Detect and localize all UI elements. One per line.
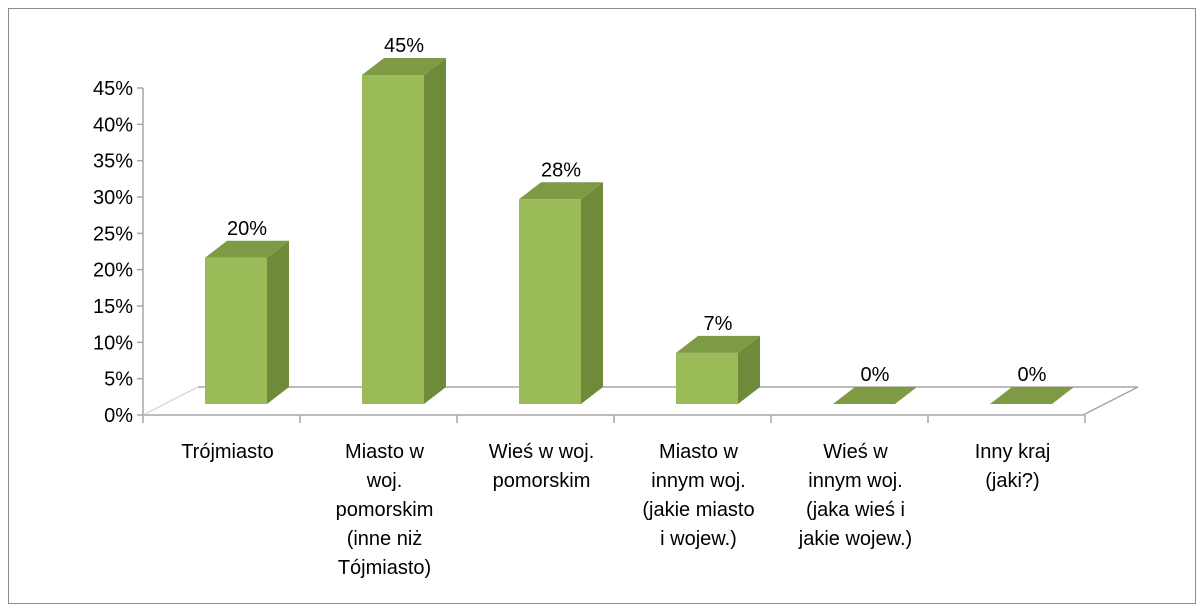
bar-front xyxy=(676,352,738,404)
chart-floor xyxy=(143,386,1139,416)
bar-side xyxy=(424,58,446,404)
bar-data-label: 0% xyxy=(1018,364,1047,386)
bar-front xyxy=(519,199,581,404)
bar-data-label: 45% xyxy=(384,35,424,57)
bar-top xyxy=(362,58,446,75)
x-category-label: pomorskim xyxy=(336,499,434,521)
bar-top xyxy=(833,387,917,404)
x-category-label: woj. xyxy=(366,470,403,492)
bar-top xyxy=(205,240,289,258)
y-tick-label: 20% xyxy=(93,260,133,282)
bar-data-label: 28% xyxy=(541,159,581,181)
bar-top xyxy=(519,182,603,200)
x-category-label: Trójmiasto xyxy=(181,441,274,463)
bar-front xyxy=(362,75,424,404)
x-category-label: Wieś w xyxy=(823,441,888,463)
bar-data-label: 20% xyxy=(227,218,267,240)
y-tick-label: 10% xyxy=(93,332,133,354)
bar-front xyxy=(205,257,267,404)
bar-side xyxy=(267,240,289,404)
x-category-label: (inne niż xyxy=(347,528,423,550)
bar-data-label: 7% xyxy=(704,313,733,335)
y-tick-label: 40% xyxy=(93,114,133,136)
bar-data-label: 0% xyxy=(861,364,890,386)
x-category-label: innym woj. xyxy=(651,470,745,492)
y-tick-label: 35% xyxy=(93,151,133,173)
bar-top xyxy=(676,335,760,353)
floor-side-edge xyxy=(142,386,199,416)
y-tick-label: 0% xyxy=(104,405,133,427)
x-category-label: Wieś w woj. xyxy=(489,441,595,463)
x-category-label: pomorskim xyxy=(493,470,591,492)
x-category-label: Miasto w xyxy=(345,441,424,463)
y-tick-label: 15% xyxy=(93,296,133,318)
y-tick-label: 5% xyxy=(104,369,133,391)
x-category-label: Tójmiasto) xyxy=(338,557,431,579)
x-category-label: jakie wojew.) xyxy=(798,528,912,550)
y-tick-label: 25% xyxy=(93,223,133,245)
x-category-label: Miasto w xyxy=(659,441,738,463)
bar-side xyxy=(581,182,603,404)
x-category-label: Inny kraj xyxy=(975,441,1051,463)
x-category-label: (jaki?) xyxy=(985,470,1039,492)
x-category-label: i wojew.) xyxy=(660,528,737,550)
x-category-label: (jaka wieś i xyxy=(806,499,905,521)
y-tick-label: 30% xyxy=(93,187,133,209)
x-category-label: (jakie miasto xyxy=(642,499,754,521)
x-category-label: innym woj. xyxy=(808,470,902,492)
bar-top xyxy=(990,387,1074,404)
y-tick-label: 45% xyxy=(93,78,133,100)
bar-side xyxy=(738,335,760,404)
